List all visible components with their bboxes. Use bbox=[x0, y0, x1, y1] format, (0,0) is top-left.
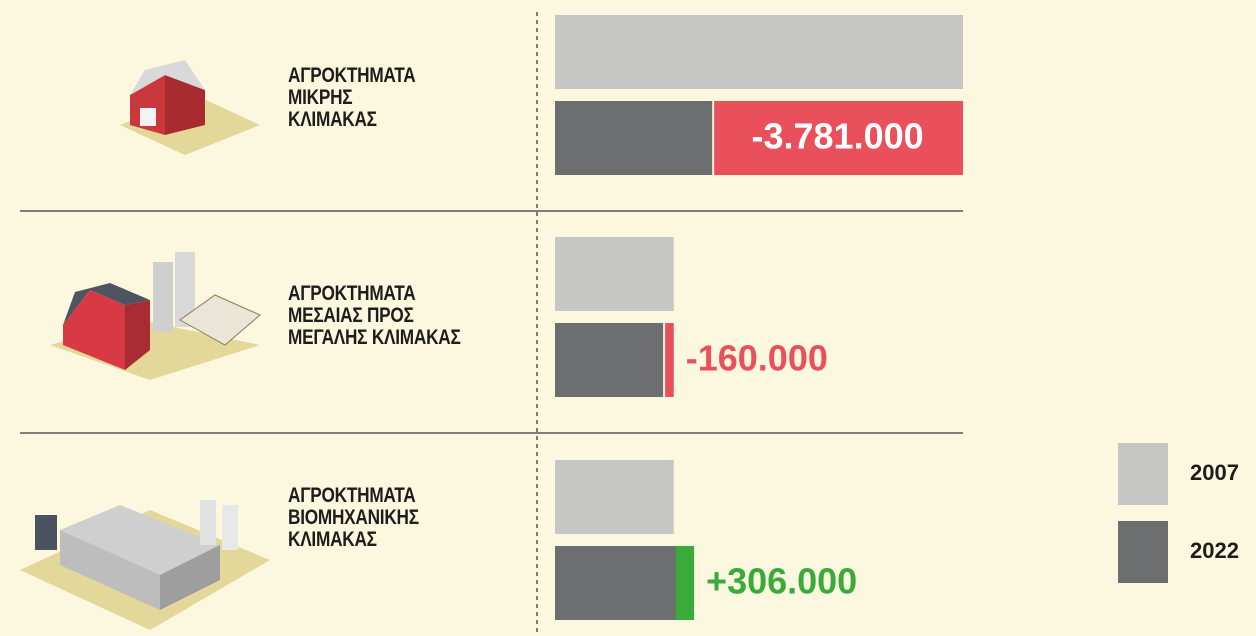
small-farm-icon bbox=[120, 60, 260, 155]
bar-2007 bbox=[555, 460, 674, 534]
change-bar bbox=[665, 323, 674, 397]
bar-2007 bbox=[555, 15, 963, 89]
bar-2022 bbox=[555, 101, 713, 175]
bar-2022 bbox=[555, 546, 695, 620]
bar-2022 bbox=[555, 323, 664, 397]
industrial-farm-icon bbox=[20, 500, 270, 630]
legend-label: 2007 bbox=[1190, 460, 1239, 485]
medium-farm-icon bbox=[50, 252, 261, 380]
category-label: ΑΓΡΟΚΤΗΜΑΤΑ ΜΕΣΑΙΑΣ ΠΡΟΣ ΜΕΓΑΛΗΣ ΚΛΙΜΑΚΑ… bbox=[288, 282, 461, 349]
change-label: +306.000 bbox=[706, 561, 857, 602]
bar-2007 bbox=[555, 237, 674, 311]
change-label: -3.781.000 bbox=[752, 116, 924, 157]
legend-label: 2022 bbox=[1190, 538, 1239, 563]
category-label: ΑΓΡΟΚΤΗΜΑΤΑ ΒΙΟΜΗΧΑΝΙΚΗΣ ΚΛΙΜΑΚΑΣ bbox=[288, 484, 419, 551]
legend-swatch bbox=[1118, 521, 1168, 583]
legend-swatch bbox=[1118, 443, 1168, 505]
change-label: -160.000 bbox=[686, 338, 828, 379]
category-label: ΑΓΡΟΚΤΗΜΑΤΑ ΜΙΚΡΗΣ ΚΛΙΜΑΚΑΣ bbox=[288, 64, 416, 131]
change-bar bbox=[675, 546, 695, 620]
change-bar bbox=[714, 101, 963, 175]
